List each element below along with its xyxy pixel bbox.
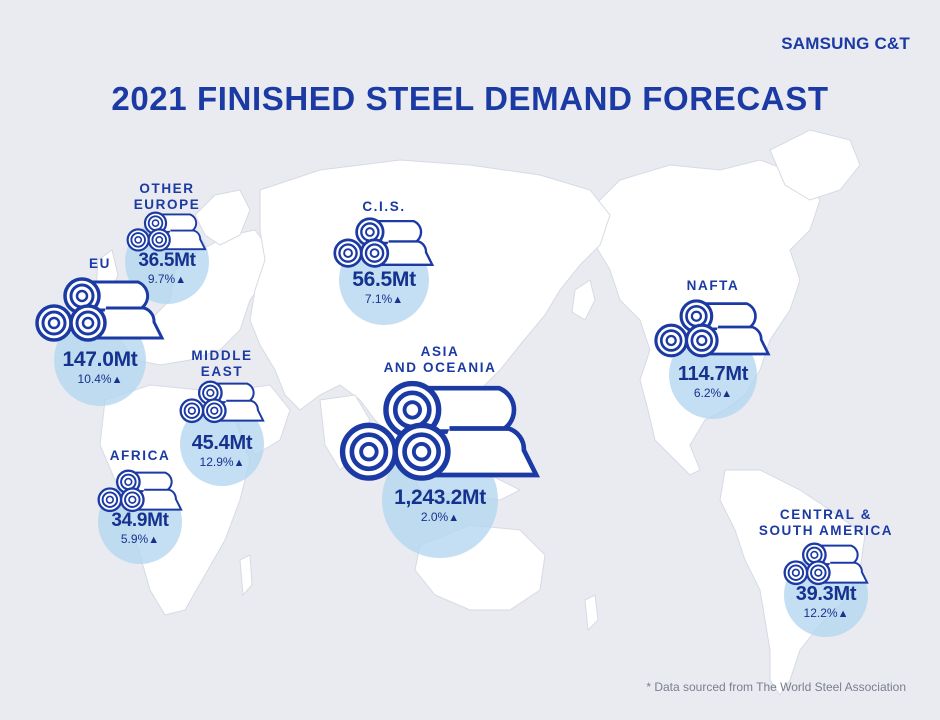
up-triangle-icon: ▲ xyxy=(148,534,160,546)
up-triangle-icon: ▲ xyxy=(448,512,460,524)
demand-value: 34.9Mt xyxy=(111,510,169,531)
growth-value: 10.4% xyxy=(77,372,112,386)
region-label-line: CENTRAL & xyxy=(779,507,873,522)
growth-rate: 7.1%▲ xyxy=(365,292,403,306)
region-label-line: MIDDLE xyxy=(191,348,253,363)
source-note: * Data sourced from The World Steel Asso… xyxy=(646,680,906,694)
region-label: EU xyxy=(89,256,111,272)
brand-logo: SAMSUNG C&T xyxy=(781,34,910,53)
region-label-line: SOUTH AMERICA xyxy=(758,523,894,538)
steel-coil-icon xyxy=(333,217,435,268)
steel-coil-icon xyxy=(97,469,183,513)
region-label: MIDDLE EAST xyxy=(191,348,252,380)
region-label-line: EUROPE xyxy=(133,197,201,212)
demand-value: 56.5Mt xyxy=(352,268,416,291)
coil-roll-left xyxy=(126,228,151,252)
region-label-line: AFRICA xyxy=(109,448,171,463)
steel-coil-icon xyxy=(126,211,207,252)
growth-rate: 10.4%▲ xyxy=(78,372,123,386)
growth-value: 9.7% xyxy=(147,272,176,286)
up-triangle-icon: ▲ xyxy=(837,608,849,620)
region-label-line: ASIA xyxy=(420,344,460,359)
growth-value: 2.0% xyxy=(420,510,449,524)
coil-roll-left xyxy=(35,304,73,342)
steel-coil-icon xyxy=(654,299,771,358)
region-label-line: NAFTA xyxy=(686,278,740,293)
coil-roll-left xyxy=(333,238,363,268)
region-label: OTHER EUROPE xyxy=(134,181,201,213)
page-title: 2021 FINISHED STEEL DEMAND FORECAST xyxy=(111,80,829,117)
region-label-line: C.I.S. xyxy=(362,199,406,214)
coil-roll-right xyxy=(147,228,172,252)
coil-roll-left xyxy=(783,560,809,586)
region-label-line: AND OCEANIA xyxy=(383,360,497,375)
japan-landmass xyxy=(571,279,596,321)
greenland-landmass xyxy=(769,129,861,201)
steel-coil-icon xyxy=(35,277,165,342)
steel-coil-icon xyxy=(339,380,540,481)
demand-value: 36.5Mt xyxy=(138,250,196,271)
region-label: AFRICA xyxy=(110,448,171,464)
coil-roll-left xyxy=(654,323,689,358)
growth-value: 6.2% xyxy=(693,386,722,400)
up-triangle-icon: ▲ xyxy=(392,294,404,306)
up-triangle-icon: ▲ xyxy=(721,388,733,400)
demand-value: 114.7Mt xyxy=(677,363,749,385)
steel-coil-icon xyxy=(783,542,869,586)
region-label-line: EU xyxy=(89,256,111,271)
growth-rate: 5.9%▲ xyxy=(121,532,159,546)
coil-roll-right xyxy=(119,487,145,513)
growth-value: 7.1% xyxy=(364,292,393,306)
growth-rate: 9.7%▲ xyxy=(148,272,186,286)
coil-roll-right xyxy=(69,304,107,342)
coil-roll-right xyxy=(360,238,390,268)
demand-value: 1,243.2Mt xyxy=(394,486,486,509)
demand-value: 147.0Mt xyxy=(62,348,138,371)
madagascar-landmass xyxy=(239,554,253,597)
growth-value: 5.9% xyxy=(120,532,149,546)
coil-roll-left xyxy=(339,422,398,481)
coil-roll-right xyxy=(392,422,451,481)
region-label-line: OTHER xyxy=(139,181,195,196)
demand-value: 45.4Mt xyxy=(191,432,253,454)
growth-rate: 6.2%▲ xyxy=(694,386,732,400)
coil-roll-left xyxy=(97,487,123,513)
demand-value: 39.3Mt xyxy=(795,583,857,605)
growth-value: 12.2% xyxy=(803,606,838,620)
scandinavia-landmass xyxy=(194,189,251,246)
up-triangle-icon: ▲ xyxy=(175,274,187,286)
region-label: NAFTA xyxy=(687,278,740,294)
growth-rate: 12.9%▲ xyxy=(200,455,245,469)
coil-roll-left xyxy=(179,398,205,424)
up-triangle-icon: ▲ xyxy=(111,374,123,386)
new-zealand-landmass xyxy=(584,594,599,632)
growth-value: 12.9% xyxy=(199,455,234,469)
steel-coil-icon xyxy=(179,380,265,424)
growth-rate: 12.2%▲ xyxy=(804,606,849,620)
up-triangle-icon: ▲ xyxy=(233,457,245,469)
region-label-line: EAST xyxy=(200,364,244,379)
coil-roll-right xyxy=(685,323,720,358)
region-label: CENTRAL & SOUTH AMERICA xyxy=(759,507,893,539)
region-label: ASIA AND OCEANIA xyxy=(384,344,497,376)
region-label: C.I.S. xyxy=(362,199,405,215)
growth-rate: 2.0%▲ xyxy=(421,510,459,524)
coil-roll-right xyxy=(201,398,227,424)
coil-roll-right xyxy=(805,560,831,586)
